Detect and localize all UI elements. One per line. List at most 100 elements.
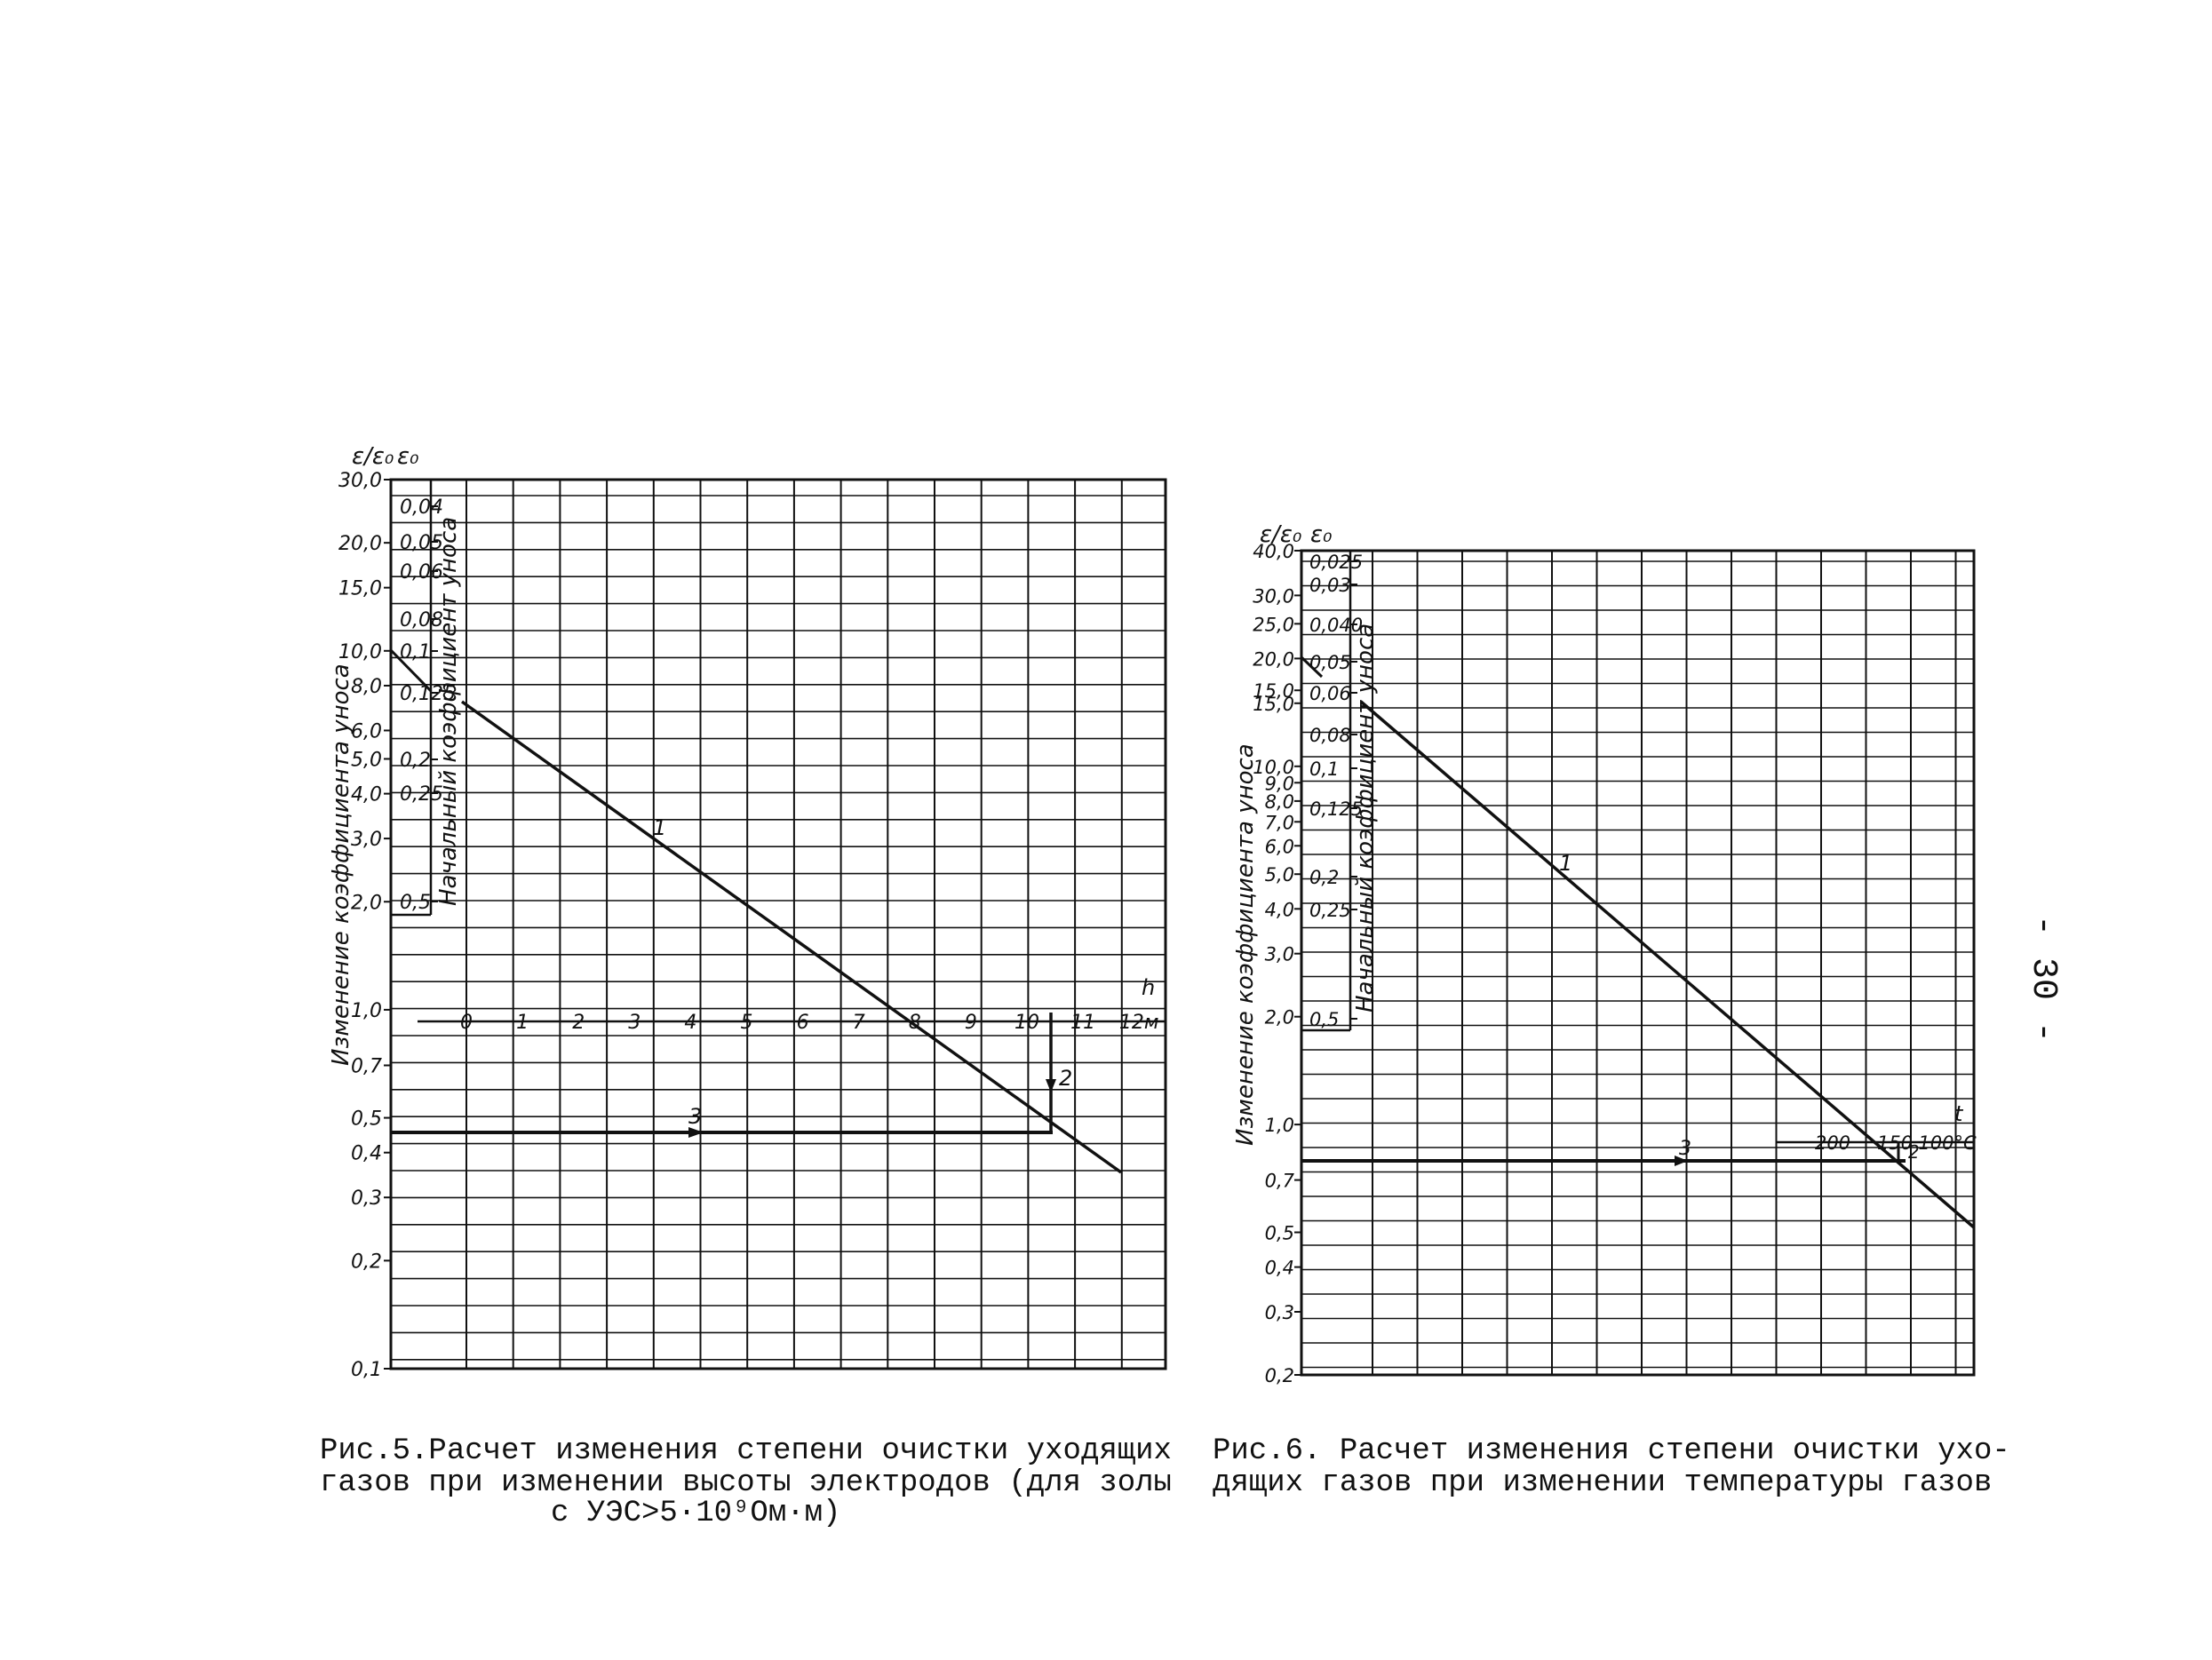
fig5-chart: 30,0 20,0 15,0 10,0 8,0 6,0 5,0 4,0 3,0 2,0 1,0 0,7…: [328, 443, 1167, 1381]
fig6-line-label-1: 1: [1559, 851, 1572, 876]
fig5-line-1-start: [389, 648, 433, 693]
fig5-ytick-label: 30,0: [338, 470, 382, 492]
fig5-h-tick-label: 3: [628, 1012, 641, 1034]
fig6-inner-tick-label: 0,06: [1309, 683, 1351, 704]
fig5-h-tick-label: 2: [572, 1012, 585, 1034]
fig6-line-3-arrow: [1675, 1156, 1688, 1166]
fig6-ytick-label: 4,0: [1265, 899, 1294, 920]
fig5-ytick-label: 15,0: [338, 578, 382, 600]
fig6-ytick-label: 8,0: [1265, 791, 1294, 813]
fig5-inner-ylabel: Начальный коэффициент уноса: [435, 517, 462, 906]
fig6-left-axis-symbol: ε/ε₀: [1260, 521, 1302, 548]
fig6-inner-tick-label: 0,025: [1309, 552, 1363, 573]
fig5-ytick-label: 0,4: [351, 1143, 382, 1165]
fig5-line-1: [460, 700, 1123, 1174]
fig6-inner-tick-label: 0,08: [1309, 725, 1351, 746]
fig5-ytick-label: 0,5: [351, 1108, 382, 1131]
fig6-ytick-label: 0,5: [1265, 1223, 1294, 1244]
fig5-ytick-label: 0,1: [351, 1359, 382, 1381]
fig6-ytick-label: 15,0: [1253, 680, 1294, 702]
fig6-ytick-label: 0,7: [1265, 1171, 1295, 1192]
fig5-inner-tick-label: 0,25: [400, 783, 443, 806]
fig5-ytick-label: 0,7: [351, 1055, 382, 1077]
fig5-ytick-label: 5,0: [351, 749, 382, 771]
fig6-inner-tick-label: 0,5: [1309, 1009, 1339, 1030]
fig5-caption-line-3: с УЭС>5·10⁹Ом·м): [551, 1497, 840, 1530]
fig6-line-label-2: 2: [1908, 1141, 1920, 1163]
fig6-ytick-label: 7,0: [1265, 812, 1294, 833]
fig6-inner-tick-label: 0,1: [1309, 759, 1339, 780]
fig6-caption-line-1: Рис.6. Расчет изменения степени очистки …: [1213, 1434, 2010, 1468]
fig6-caption-line-2: дящих газов при изменении температуры га…: [1213, 1466, 1992, 1500]
fig6-ytick-label: 2,0: [1265, 1007, 1294, 1029]
fig6-ytick-label: 9,0: [1265, 773, 1294, 794]
fig5-ytick-label: 1,0: [351, 1000, 382, 1022]
fig5-ytick-label: 0,2: [351, 1251, 382, 1273]
fig6-ytick-label: 0,3: [1265, 1302, 1294, 1323]
fig6-inner-axis-symbol: ε₀: [1310, 521, 1333, 548]
fig6-ytick-label: 40,0: [1253, 541, 1294, 562]
fig5-line-label-2: 2: [1059, 1066, 1072, 1091]
fig5-h-tick-label: 11: [1070, 1012, 1095, 1034]
fig5-h-axis-label: h: [1142, 975, 1155, 1000]
fig6-frame: [1300, 549, 1976, 1377]
fig6-ytick-label: 30,0: [1253, 585, 1294, 607]
fig5-ytick-label: 3,0: [351, 829, 382, 851]
fig6-ytick-label: 25,0: [1253, 614, 1294, 635]
fig6-ytick-label: 10,0: [1253, 757, 1294, 778]
fig5-line-3-arrow: [688, 1127, 704, 1138]
fig5-caption-line-2: газов при изменении высоты электродов (д…: [320, 1466, 1172, 1500]
fig6-ytick-label: 3,0: [1265, 944, 1294, 965]
fig5-line-2-arrow: [1046, 1079, 1056, 1092]
fig5-h-tick-label: 9: [965, 1012, 977, 1034]
fig6-chart: 40,030,025,020,015,015,010,09,08,07,06,0…: [1232, 521, 1977, 1386]
fig5-inner-tick-label: 0,2: [400, 750, 431, 772]
fig6-ytick-label: 15,0: [1253, 694, 1294, 715]
fig5-ytick-label: 20,0: [338, 533, 382, 555]
fig6-ytick-label: 0,2: [1265, 1365, 1294, 1386]
fig5-inner-tick-label: 0,1: [400, 641, 431, 663]
fig5-h-tick-label: 7: [853, 1012, 865, 1034]
fig5-h-tick-label: 0: [460, 1012, 473, 1034]
fig5-h-tick-label: 10: [1014, 1012, 1039, 1034]
fig5-ytick-label: 10,0: [338, 641, 382, 663]
fig6-line-1: [1359, 700, 1976, 1229]
fig6-line-1-start: [1300, 655, 1324, 679]
fig5-inner-tick-label: 0,5: [400, 892, 431, 914]
fig6-ytick-label: 5,0: [1265, 864, 1294, 886]
fig5-h-tick-label: 12м: [1119, 1012, 1159, 1034]
fig6-ytick-label: 1,0: [1265, 1115, 1294, 1136]
fig6-inner-tick-label: 0,03: [1309, 575, 1351, 596]
fig5-ytick-label: 6,0: [351, 720, 382, 743]
fig6-inner-tick-label: 0,125: [1309, 798, 1363, 820]
fig5-inner-axis-symbol: ε₀: [397, 443, 419, 470]
fig6-inner-tick-label: 0,25: [1309, 900, 1351, 921]
fig6-inner-ylabel: Начальный коэффициент уноса: [1352, 623, 1379, 1013]
fig5-inner-tick-label: 0,08: [400, 609, 443, 631]
fig5-h-tick-label: 6: [797, 1012, 809, 1034]
fig6-line-label-3: 3: [1679, 1138, 1691, 1160]
fig5-inner-tick-label: 0,04: [400, 496, 443, 519]
page-number: - 30 -: [2023, 915, 2063, 1043]
fig5-h-tick-label: 1: [516, 1012, 529, 1034]
fig5-inner-tick-label: 0,06: [400, 561, 443, 584]
fig6-t-axis-label: t: [1954, 1101, 1964, 1126]
fig6-ytick-label: 0,4: [1265, 1258, 1294, 1279]
fig5-h-tick-label: 5: [741, 1012, 753, 1034]
fig5-ytick-label: 4,0: [351, 784, 382, 806]
fig5-caption-line-1: Рис.5.Расчет изменения степени очистки у…: [320, 1434, 1172, 1468]
fig6-ylabel: Изменение коэффициента уноса: [1232, 743, 1259, 1146]
fig5-ylabel: Изменение коэффициента уноса: [328, 663, 354, 1066]
fig6-t-tick-label: 200: [1815, 1132, 1850, 1154]
fig6-inner-tick-label: 0,040: [1309, 615, 1363, 636]
fig5-inner-tick-label: 0,05: [400, 532, 443, 554]
fig5-ytick-label: 8,0: [351, 676, 382, 698]
fig5-ytick-label: 0,3: [351, 1187, 382, 1210]
fig5-line-label-3: 3: [688, 1104, 702, 1129]
fig5-line-label-1: 1: [653, 815, 666, 840]
fig6-ytick-label: 20,0: [1253, 648, 1294, 670]
fig5-ytick-label: 2,0: [351, 892, 382, 914]
fig5-h-tick-label: 4: [684, 1012, 696, 1034]
fig5-frame: [389, 478, 1167, 1370]
